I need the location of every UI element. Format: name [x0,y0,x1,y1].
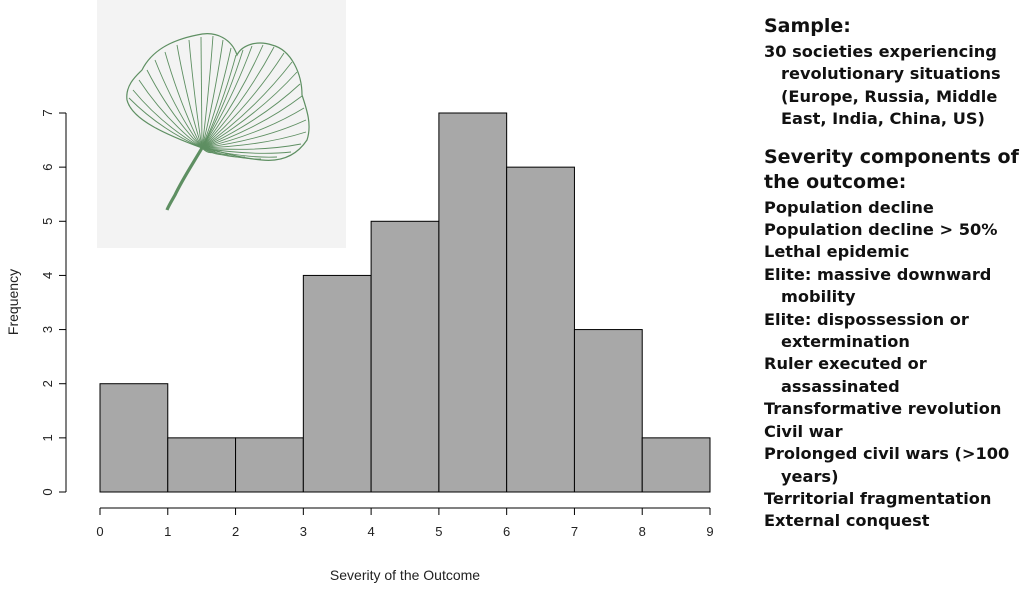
severity-list: Population decline Population decline > … [764,197,1020,533]
leaf-stroke [201,147,292,154]
severity-heading: Severity components of the outcome: [764,145,1019,193]
leaf-stroke [138,79,203,149]
leaf-stroke [201,147,216,154]
histogram-bar [573,329,643,493]
leaf-stroke [154,59,203,149]
leaf-stroke [201,131,307,149]
y-tick-label: 3 [40,326,55,333]
y-tick-label: 1 [40,434,55,441]
histogram-bars [99,112,711,493]
severity-item: Elite: dispossession or extermination [764,309,969,352]
severity-item: Ruler executed or assassinated [764,354,927,396]
severity-item: Lethal epidemic [764,242,910,262]
leaf-stroke [201,119,307,149]
severity-item: Population decline [764,197,934,217]
leaf-stroke [201,47,232,149]
leaf-stroke [201,147,278,158]
x-tick-label: 6 [503,524,510,539]
leaf-stroke [201,143,302,150]
leaf-stroke [201,107,305,149]
histogram-bar [438,112,508,493]
y-tick-label: 0 [40,488,55,495]
x-tick-label: 9 [706,524,713,539]
histogram-chart: 0 1 2 3 4 5 6 7 0 1 2 3 4 5 6 7 8 9 Severity of the Outc… [5,109,714,583]
leaf-stroke [201,52,285,149]
x-tick-label: 3 [300,524,307,539]
sample-list: 30 societies experiencing revolutionary … [764,41,1020,131]
ginkgo-leaf-icon [126,33,310,211]
y-axis: 0 1 2 3 4 5 6 7 [40,109,67,496]
leaf-stroke [201,46,275,149]
severity-item: Territorial fragmentation [764,488,992,508]
x-tick-label: 8 [639,524,646,539]
x-tick-label: 4 [367,524,374,539]
leaf-stroke [188,39,203,149]
leaf-stroke [201,45,253,149]
x-axis-label: Severity of the Outcome [330,567,480,583]
x-axis: 0 1 2 3 4 5 6 7 8 9 [96,507,714,539]
histogram-bar [99,383,169,493]
y-tick-label: 5 [40,218,55,225]
leaf-stroke [126,33,310,161]
leaf-stroke [201,71,298,149]
leaf-stroke [201,95,303,149]
severity-item: Transformative revolution [764,399,1002,419]
leaf-stroke [201,35,214,149]
leaf-stroke [201,147,230,156]
severity-item: Elite: massive downward mobility [764,264,992,307]
leaf-stroke [128,97,203,149]
leaf-stroke [201,83,301,149]
leaf-stroke [132,89,203,149]
x-tick-label: 2 [232,524,239,539]
leaf-stroke [146,69,203,149]
y-tick-label: 7 [40,109,55,116]
severity-item: External conquest [764,511,930,531]
leaf-stroke [176,44,203,149]
x-tick-label: 0 [96,524,103,539]
ginkgo-logo [97,0,346,248]
severity-item: Civil war [764,421,843,441]
y-tick-label: 6 [40,164,55,171]
sample-heading: Sample: [764,15,851,37]
histogram-bar [167,437,237,493]
x-tick-label: 7 [571,524,578,539]
leaf-stroke [201,49,244,149]
y-axis-label: Frequency [5,269,21,335]
histogram-bar [235,437,304,493]
leaf-stroke [200,36,203,149]
leaf-stroke [201,39,224,149]
leaf-stroke [201,44,264,149]
histogram-bar [302,274,372,493]
histogram-bar [641,437,711,493]
leaf-stroke [164,51,203,149]
side-panel: Sample: 30 societies experiencing revolu… [764,14,1020,533]
x-tick-label: 1 [164,524,171,539]
leaf-stroke [201,147,246,158]
histogram-bar [370,220,440,493]
x-tick-label: 5 [435,524,442,539]
histogram-bar [506,166,575,493]
y-tick-label: 2 [40,380,55,387]
severity-item: Prolonged civil wars (>100 years) [764,444,1010,486]
leaf-stroke [165,147,204,211]
leaf-stroke [201,54,237,149]
sample-item: 30 societies experiencing revolutionary … [764,42,1001,129]
y-tick-label: 4 [40,272,55,279]
leaf-stroke [201,61,293,149]
severity-item: Population decline > 50% [764,220,998,240]
